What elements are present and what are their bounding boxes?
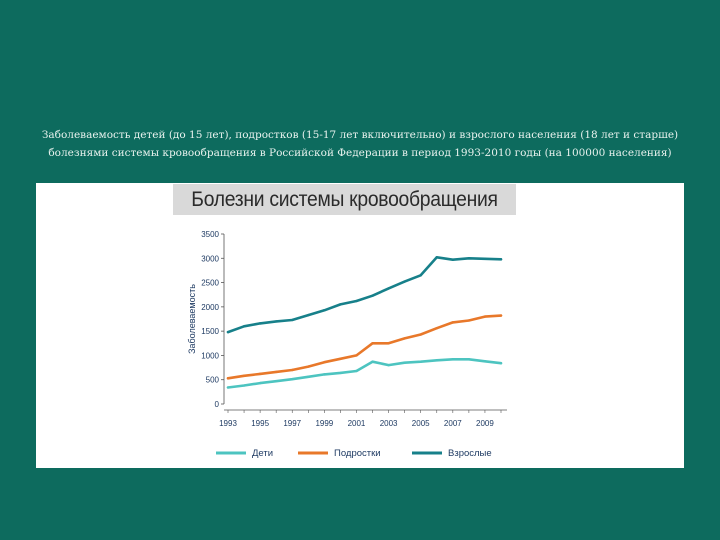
data-point [419,274,422,277]
y-tick-label: 2000 [201,303,219,312]
data-point [467,319,471,322]
data-point [467,358,471,361]
y-tick-label: 3500 [201,230,219,239]
data-point [451,258,455,261]
data-point [258,372,262,376]
data-point [274,379,278,383]
data-point [274,370,278,374]
legend-label: Подростки [334,448,381,459]
data-point [323,361,326,364]
data-point [242,384,246,387]
data-point [371,342,374,345]
data-point [371,360,374,363]
chart-card: Болезни системы кровообращения 0 500 1000 1… [36,183,684,468]
line-chart: 0 500 1000 1500 2000 2500 3000 3500 1993 1995 1997… [187,230,507,459]
data-point [435,359,438,362]
legend-label: Взрослые [448,448,492,459]
data-point [451,358,455,361]
data-point [355,299,358,303]
chart-title: Болезни системы кровообращения [191,187,498,211]
slide-caption: Заболеваемость детей (до 15 лет), подрос… [41,129,679,159]
data-point [355,369,358,373]
legend-label: Дети [252,448,273,459]
series-line-Взрослые [226,256,503,334]
data-point [499,314,503,317]
data-point [483,315,487,318]
data-point [291,368,294,372]
data-point [291,318,294,322]
y-tick-label: 3000 [201,254,219,263]
chart-title-banner: Болезни системы кровообращения [173,184,516,215]
y-tick-label: 1000 [201,351,219,360]
data-point [435,256,438,259]
data-point [483,360,487,363]
data-point [483,257,487,260]
data-point [274,320,278,323]
data-point [258,322,262,325]
data-point [323,309,326,312]
data-point [307,375,310,378]
chart-legend: Дети Подростки Взрослые [216,448,492,459]
data-point [419,333,422,336]
data-point [291,378,294,381]
data-point [499,258,503,261]
data-point [435,327,438,330]
data-point [467,257,471,260]
chart-axes: 0 500 1000 1500 2000 2500 3000 3500 1993 1995 1997… [187,230,507,428]
data-point [499,362,503,365]
data-point [323,373,326,376]
x-tick-label: 2001 [348,419,366,428]
data-point [339,357,342,361]
y-tick-label: 0 [215,400,220,409]
data-point [307,365,310,368]
series-line-Подростки [226,314,503,380]
data-point [258,381,262,385]
x-tick-label: 1993 [219,419,237,428]
data-point [355,354,358,357]
series-line-Дети [226,358,503,389]
y-axis-label: Заболеваемость [187,284,197,354]
data-point [226,377,230,380]
y-tick-label: 1500 [201,327,219,336]
data-point [387,363,390,367]
y-tick-label: 2500 [201,279,219,288]
x-tick-label: 1999 [315,419,333,428]
chart-series [226,256,503,389]
x-tick-label: 1997 [283,419,301,428]
data-point [226,386,230,389]
data-point [387,287,390,290]
data-point [451,321,455,324]
data-point [403,337,406,340]
data-point [419,360,422,363]
x-tick-label: 2005 [412,419,430,428]
data-point [339,371,342,375]
data-point [371,294,374,297]
data-point [226,330,230,334]
x-tick-label: 2009 [476,419,494,428]
x-tick-label: 2007 [444,419,462,428]
data-point [387,342,390,345]
data-point [403,361,406,364]
data-point [242,374,246,378]
data-point [403,280,406,283]
x-tick-label: 2003 [380,419,398,428]
data-point [339,303,342,306]
x-tick-label: 1995 [251,419,269,428]
y-tick-label: 500 [206,376,220,385]
data-point [307,313,310,317]
data-point [242,325,246,328]
